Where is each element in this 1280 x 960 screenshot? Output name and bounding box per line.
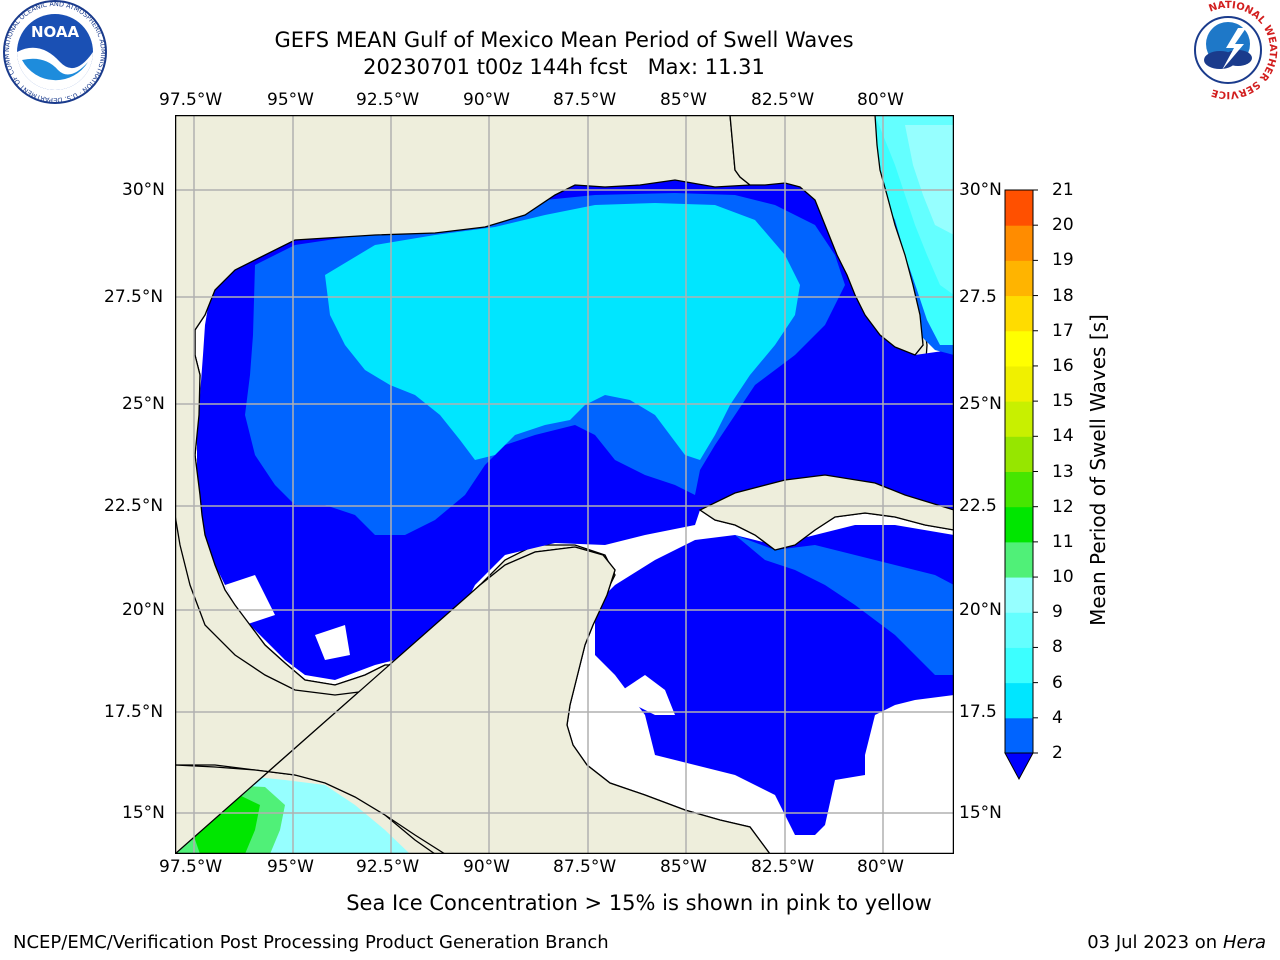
lat-label-left-1: 27.5°N (104, 287, 164, 307)
lon-label-top-1: 95°W (267, 90, 314, 110)
colorbar-segment (1005, 260, 1033, 297)
colorbar-tick-label: 11 (1052, 531, 1074, 552)
lon-label-bottom-0: 97.5°W (159, 857, 223, 877)
lon-label-bottom-4: 87.5°W (553, 857, 617, 877)
colorbar-segment (1005, 647, 1033, 684)
colorbar-segment (1005, 401, 1033, 437)
colorbar-segment (1005, 471, 1033, 508)
map-panel (175, 115, 954, 854)
colorbar (1004, 189, 1038, 781)
colorbar-tick-label: 2 (1052, 743, 1063, 763)
colorbar-segment (1005, 295, 1033, 332)
lat-label-right-3: 22.5 (959, 496, 997, 516)
lat-label-right-5: 17.5 (959, 702, 997, 722)
colorbar-tick-label: 18 (1052, 285, 1074, 306)
footer-left: NCEP/EMC/Verification Post Processing Pr… (13, 932, 609, 953)
lon-label-bottom-6: 82.5°W (751, 857, 815, 877)
colorbar-segment (1005, 506, 1033, 543)
colorbar-tick-label: 20 (1052, 215, 1074, 236)
colorbar-title: Mean Period of Swell Waves [s] (1086, 314, 1110, 626)
colorbar-segment (1005, 612, 1033, 648)
colorbar-tick-label: 8 (1052, 637, 1063, 658)
colorbar-tick-label: 21 (1052, 180, 1074, 200)
lon-label-top-5: 85°W (660, 90, 707, 110)
lon-label-top-6: 82.5°W (751, 90, 815, 110)
lon-label-bottom-5: 85°W (660, 857, 707, 877)
colorbar-segment (1005, 190, 1033, 226)
lat-label-right-4: 20°N (959, 600, 1002, 620)
colorbar-tick-label: 13 (1052, 461, 1074, 482)
colorbar-extend-arrow (1004, 752, 1034, 781)
lon-label-top-2: 92.5°W (356, 90, 420, 110)
lat-label-left-4: 20°N (122, 600, 165, 620)
lon-label-top-3: 90°W (463, 90, 510, 110)
lat-label-right-1: 27.5 (959, 287, 997, 307)
svg-text:NOAA: NOAA (31, 23, 80, 41)
lat-label-left-6: 15°N (122, 803, 165, 823)
lat-label-left-5: 17.5°N (104, 702, 164, 722)
lat-label-right-0: 30°N (959, 180, 1002, 200)
colorbar-segment (1005, 541, 1033, 578)
lat-label-right-6: 15°N (959, 803, 1002, 823)
colorbar-tick-label: 4 (1052, 707, 1063, 728)
colorbar-tick-label: 10 (1052, 567, 1074, 588)
lat-label-left-2: 25°N (122, 394, 165, 414)
sea-ice-note: Sea Ice Concentration > 15% is shown in … (346, 891, 932, 915)
lat-label-left-3: 22.5°N (104, 496, 164, 516)
colorbar-tick-label: 15 (1052, 391, 1074, 412)
lon-label-top-0: 97.5°W (159, 90, 223, 110)
lon-label-bottom-7: 80°W (857, 857, 904, 877)
lon-label-bottom-1: 95°W (267, 857, 314, 877)
footer-host: Hera (1222, 932, 1266, 953)
chart-subtitle: 20230701 t00z 144h fcst Max: 11.31 (363, 55, 765, 79)
colorbar-segment (1005, 682, 1033, 719)
colorbar-segment (1005, 436, 1033, 472)
lon-label-top-7: 80°W (857, 90, 904, 110)
colorbar-tick-label: 9 (1052, 602, 1063, 623)
colorbar-tick-label: 12 (1052, 496, 1074, 517)
colorbar-tick-label: 14 (1052, 426, 1074, 447)
lon-label-bottom-2: 92.5°W (356, 857, 420, 877)
colorbar-segment (1005, 717, 1033, 754)
footer-right: 03 Jul 2023 on Hera (1087, 932, 1266, 954)
colorbar-segment (1005, 365, 1033, 402)
colorbar-segment (1005, 577, 1033, 613)
colorbar-tick-label: 16 (1052, 355, 1074, 376)
colorbar-tick-label: 6 (1052, 672, 1063, 693)
footer-date: 03 Jul 2023 on (1087, 932, 1223, 953)
chart-title: GEFS MEAN Gulf of Mexico Mean Period of … (274, 28, 854, 52)
nws-logo: NATIONAL WEATHER SERVICE (1180, 0, 1278, 100)
lon-label-top-4: 87.5°W (553, 90, 617, 110)
colorbar-segment (1005, 330, 1033, 367)
colorbar-tick-label: 19 (1052, 250, 1074, 271)
map-frame (175, 115, 954, 854)
lon-label-bottom-3: 90°W (463, 857, 510, 877)
colorbar-tick-label: 17 (1052, 320, 1074, 341)
lat-label-right-2: 25°N (959, 394, 1002, 414)
lat-label-left-0: 30°N (122, 180, 165, 200)
noaa-logo: NATIONAL OCEANIC AND ATMOSPHERIC ADMINIS… (0, 0, 107, 104)
graticule (175, 115, 954, 854)
colorbar-segment (1005, 225, 1033, 261)
